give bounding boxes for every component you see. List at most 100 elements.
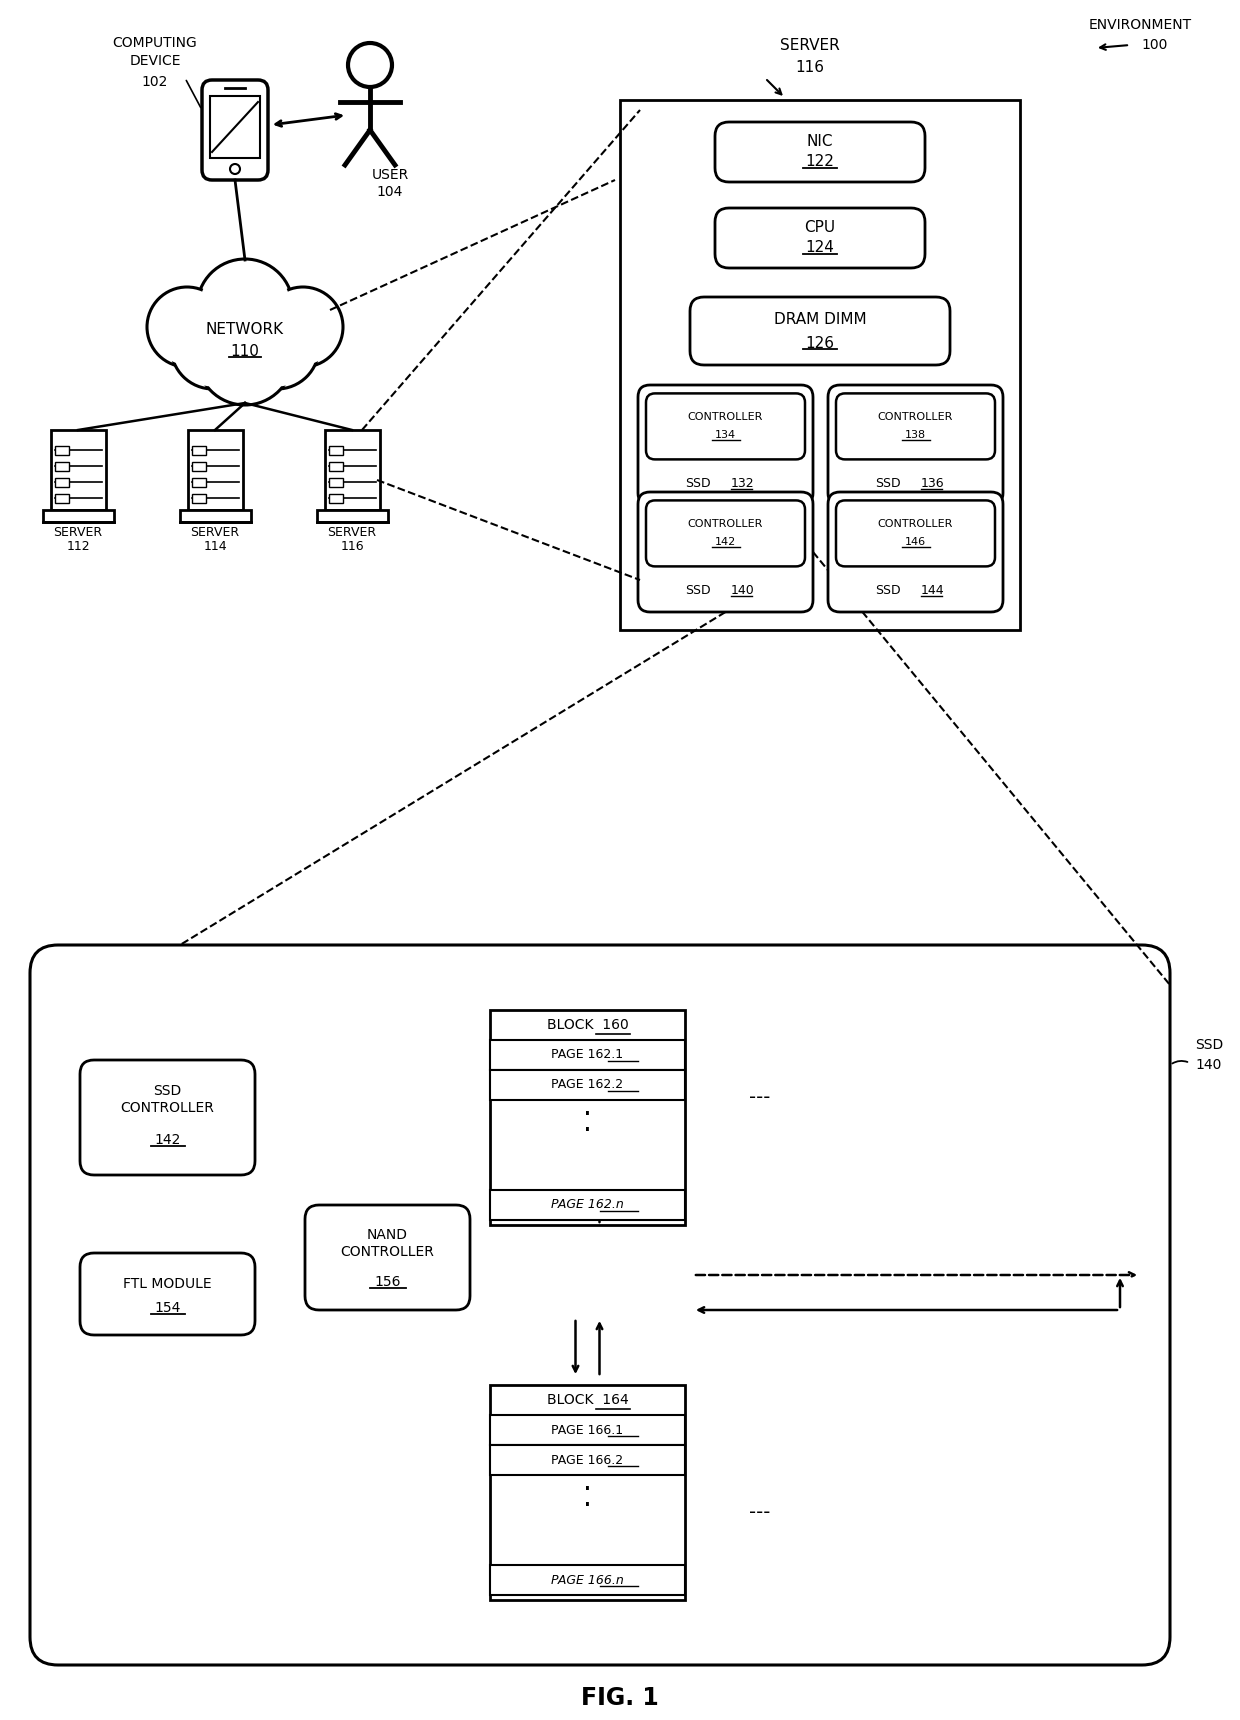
Bar bbox=[316, 511, 387, 521]
Bar bbox=[55, 445, 68, 456]
Text: SSD: SSD bbox=[875, 583, 900, 597]
Circle shape bbox=[200, 261, 290, 353]
Circle shape bbox=[236, 304, 319, 389]
FancyBboxPatch shape bbox=[689, 298, 950, 365]
Circle shape bbox=[229, 163, 241, 174]
Text: ENVIRONMENT: ENVIRONMENT bbox=[1089, 17, 1192, 33]
FancyBboxPatch shape bbox=[639, 492, 813, 612]
Bar bbox=[51, 430, 105, 511]
Text: PAGE 166.n: PAGE 166.n bbox=[551, 1574, 624, 1586]
Text: FTL MODULE: FTL MODULE bbox=[123, 1276, 212, 1292]
Circle shape bbox=[174, 308, 253, 387]
FancyBboxPatch shape bbox=[81, 1252, 255, 1335]
Text: 104: 104 bbox=[377, 186, 403, 200]
FancyBboxPatch shape bbox=[639, 385, 813, 506]
Bar bbox=[42, 511, 114, 521]
FancyBboxPatch shape bbox=[30, 944, 1171, 1665]
Text: 156: 156 bbox=[374, 1275, 401, 1288]
FancyBboxPatch shape bbox=[646, 394, 805, 459]
Text: NAND
CONTROLLER: NAND CONTROLLER bbox=[341, 1228, 434, 1259]
Text: SSD: SSD bbox=[684, 583, 711, 597]
Text: SERVER: SERVER bbox=[53, 526, 103, 538]
Text: NIC: NIC bbox=[807, 134, 833, 150]
Text: 124: 124 bbox=[806, 241, 835, 256]
Text: 142: 142 bbox=[154, 1132, 181, 1147]
Text: 102: 102 bbox=[141, 76, 169, 89]
Bar bbox=[490, 1010, 684, 1225]
Text: 142: 142 bbox=[715, 537, 737, 547]
FancyBboxPatch shape bbox=[715, 122, 925, 182]
Circle shape bbox=[200, 311, 290, 402]
Bar bbox=[210, 96, 260, 158]
Text: 122: 122 bbox=[806, 155, 835, 170]
Text: 112: 112 bbox=[66, 540, 89, 554]
Text: 134: 134 bbox=[715, 430, 737, 440]
Text: SSD
CONTROLLER: SSD CONTROLLER bbox=[120, 1084, 215, 1115]
Text: 114: 114 bbox=[203, 540, 227, 554]
Text: 140: 140 bbox=[1195, 1058, 1221, 1072]
Text: DRAM DIMM: DRAM DIMM bbox=[774, 311, 867, 327]
Circle shape bbox=[171, 304, 255, 389]
Bar bbox=[180, 511, 250, 521]
Text: PAGE 166.2: PAGE 166.2 bbox=[552, 1453, 624, 1467]
Text: BLOCK  164: BLOCK 164 bbox=[547, 1393, 629, 1407]
Text: ·: · bbox=[583, 1116, 591, 1146]
Bar bbox=[620, 100, 1021, 630]
Text: SSD: SSD bbox=[875, 476, 900, 490]
Text: 100: 100 bbox=[1142, 38, 1168, 52]
Bar bbox=[191, 478, 206, 487]
Bar bbox=[329, 463, 342, 471]
Circle shape bbox=[263, 287, 343, 366]
Text: SERVER: SERVER bbox=[780, 38, 839, 53]
Text: SERVER: SERVER bbox=[327, 526, 377, 538]
Text: CONTROLLER: CONTROLLER bbox=[878, 519, 954, 530]
Bar bbox=[55, 478, 68, 487]
Bar bbox=[329, 478, 342, 487]
Bar bbox=[329, 445, 342, 456]
Text: PAGE 162.n: PAGE 162.n bbox=[551, 1199, 624, 1211]
Bar bbox=[490, 1041, 684, 1070]
FancyBboxPatch shape bbox=[202, 81, 268, 181]
Bar bbox=[187, 430, 243, 511]
Text: 126: 126 bbox=[806, 335, 835, 351]
Text: COMPUTING
DEVICE: COMPUTING DEVICE bbox=[113, 36, 197, 67]
Text: 116: 116 bbox=[796, 60, 825, 74]
Text: SERVER: SERVER bbox=[191, 526, 239, 538]
Text: 136: 136 bbox=[920, 476, 944, 490]
Text: CONTROLLER: CONTROLLER bbox=[688, 519, 763, 530]
Bar bbox=[490, 1565, 684, 1594]
Circle shape bbox=[148, 287, 227, 366]
FancyBboxPatch shape bbox=[715, 208, 925, 268]
Bar bbox=[191, 463, 206, 471]
Text: FIG. 1: FIG. 1 bbox=[582, 1686, 658, 1710]
Bar bbox=[490, 1416, 684, 1445]
Text: BLOCK  160: BLOCK 160 bbox=[547, 1018, 629, 1032]
Bar bbox=[55, 463, 68, 471]
Text: CPU: CPU bbox=[805, 220, 836, 236]
FancyBboxPatch shape bbox=[836, 394, 994, 459]
Circle shape bbox=[197, 260, 293, 354]
Text: 146: 146 bbox=[905, 537, 926, 547]
Text: PAGE 162.1: PAGE 162.1 bbox=[552, 1049, 624, 1061]
Text: SSD: SSD bbox=[684, 476, 711, 490]
Text: 132: 132 bbox=[730, 476, 754, 490]
Circle shape bbox=[348, 43, 392, 88]
FancyBboxPatch shape bbox=[828, 492, 1003, 612]
Circle shape bbox=[238, 308, 316, 387]
FancyBboxPatch shape bbox=[828, 385, 1003, 506]
Text: ---: --- bbox=[749, 1089, 771, 1108]
Bar bbox=[325, 430, 379, 511]
Text: ---: --- bbox=[749, 1503, 771, 1522]
Bar bbox=[490, 1070, 684, 1101]
Text: 144: 144 bbox=[920, 583, 944, 597]
Text: PAGE 166.1: PAGE 166.1 bbox=[552, 1424, 624, 1436]
Text: 154: 154 bbox=[154, 1300, 181, 1316]
Text: 110: 110 bbox=[231, 344, 259, 358]
Bar bbox=[191, 445, 206, 456]
FancyBboxPatch shape bbox=[836, 501, 994, 566]
Bar bbox=[490, 1445, 684, 1476]
Text: 138: 138 bbox=[905, 430, 926, 440]
Text: USER: USER bbox=[371, 169, 409, 182]
Text: CONTROLLER: CONTROLLER bbox=[878, 413, 954, 423]
Bar bbox=[329, 494, 342, 502]
